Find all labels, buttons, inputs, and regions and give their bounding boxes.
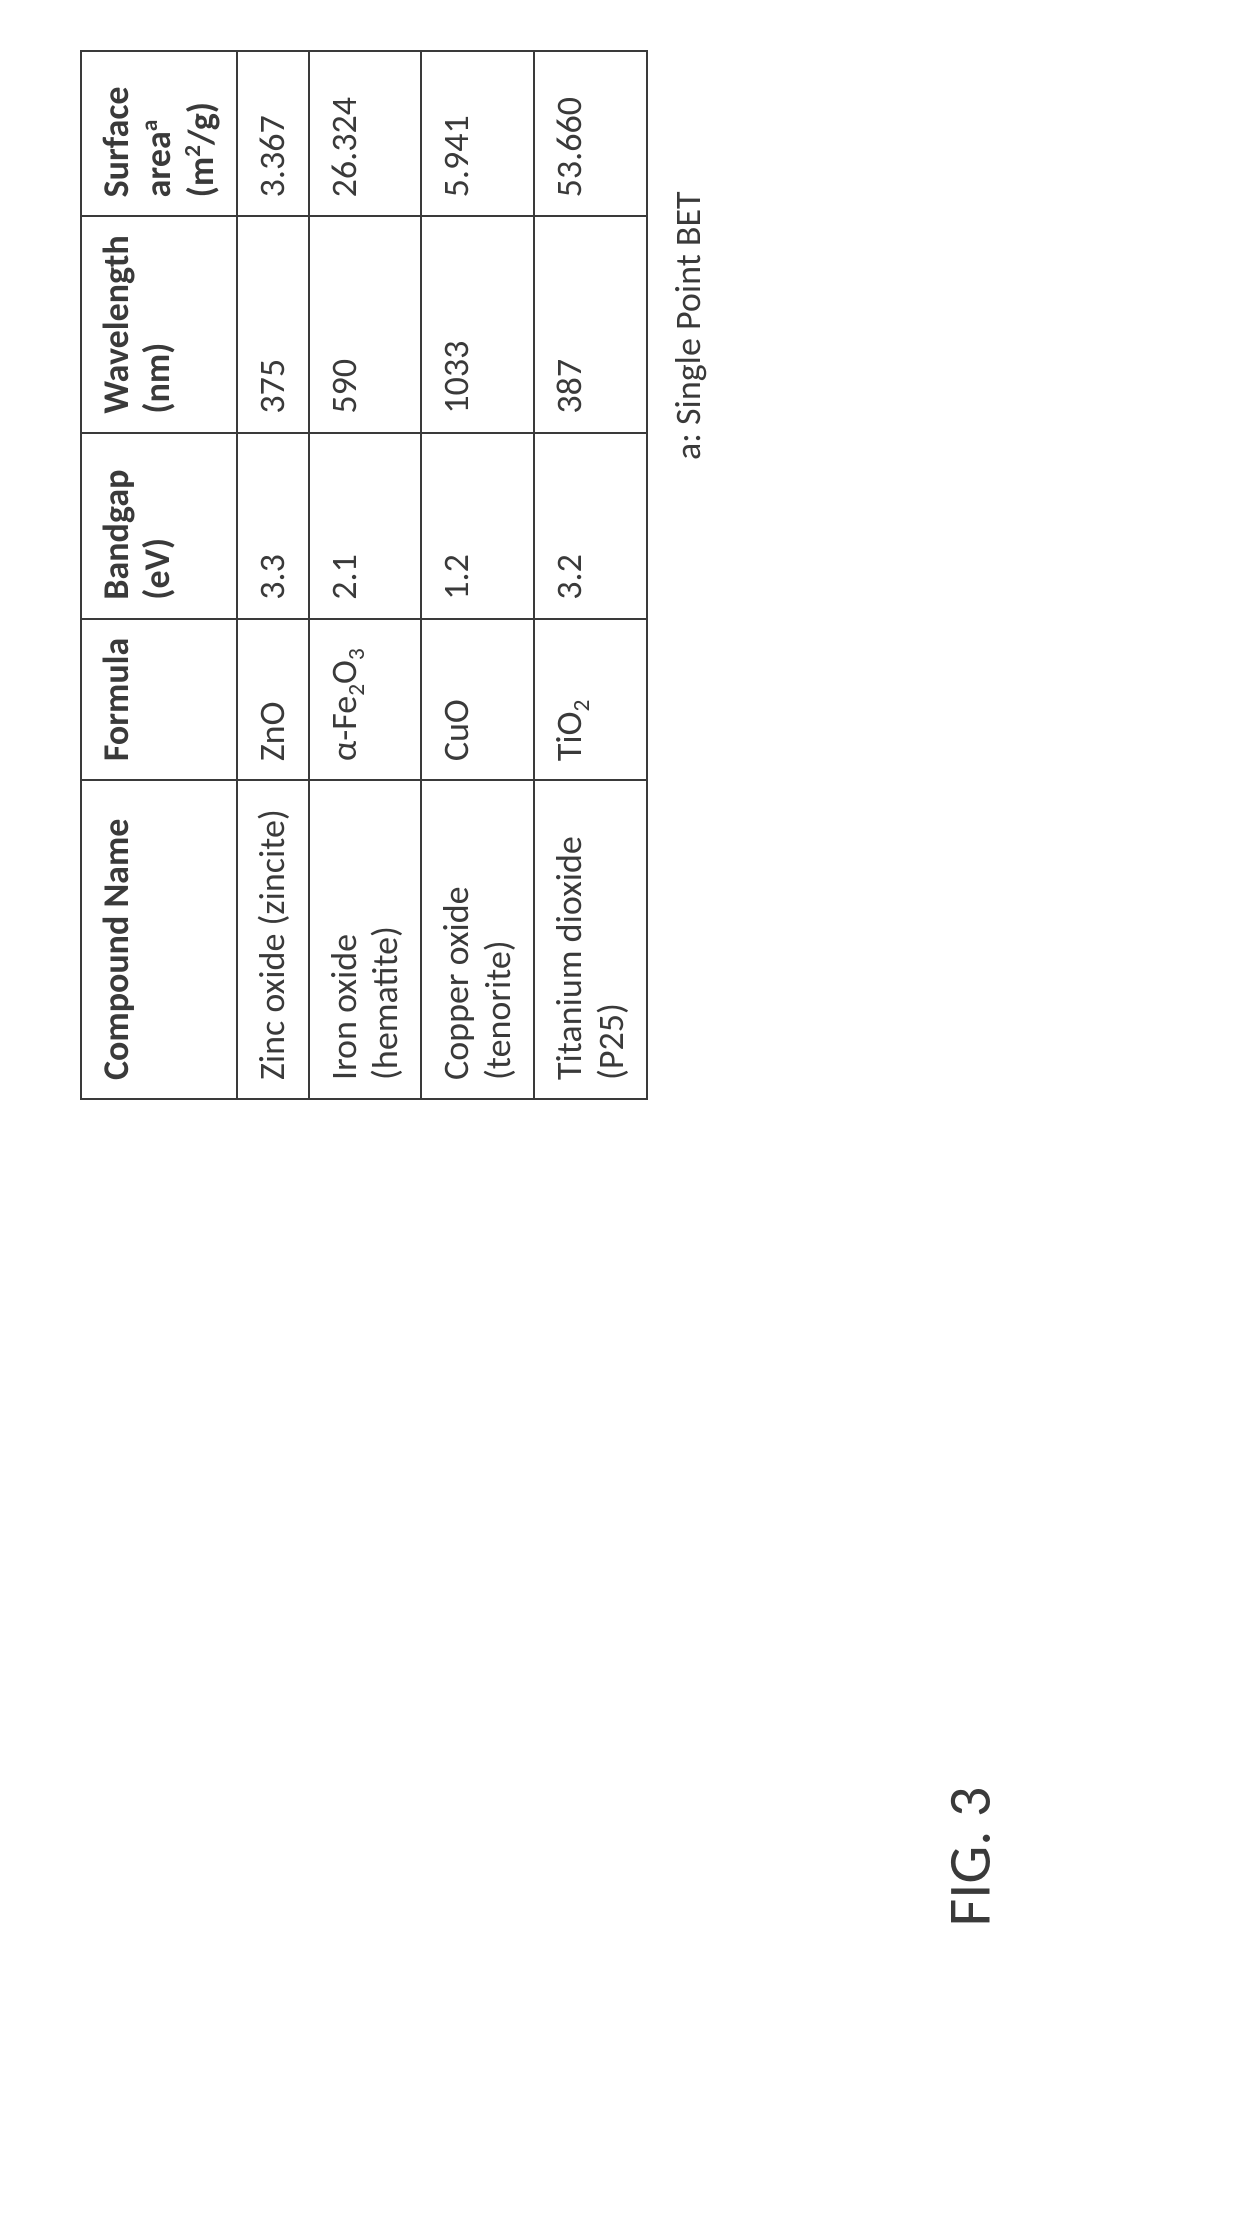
cell-formula: TiO2	[534, 619, 647, 780]
cell-wavelength: 590	[309, 216, 422, 432]
sa-unit-post: /g)	[179, 102, 223, 145]
cell-name: Zinc oxide (zincite)	[237, 780, 308, 1099]
table-row: Copper oxide (tenorite) CuO 1.2 1033 5.9…	[421, 51, 534, 1099]
header-row: Compound Name Formula Bandgap (eV) Wavel…	[81, 51, 237, 1099]
cell-name: Copper oxide (tenorite)	[421, 780, 534, 1099]
figure-label: FIG. 3	[933, 1787, 1006, 1927]
header-bandgap: Bandgap (eV)	[81, 433, 237, 619]
formula-prefix: α-Fe	[322, 696, 366, 761]
sa-label: Surface area	[94, 86, 180, 197]
table-container: Compound Name Formula Bandgap (eV) Wavel…	[80, 50, 710, 1100]
cell-name: Titanium dioxide (P25)	[534, 780, 647, 1099]
sa-sup: a	[136, 120, 164, 132]
header-formula: Formula	[81, 619, 237, 780]
cell-surface-area: 26.324	[309, 51, 422, 216]
header-surface-area: Surface areaa (m2/g)	[81, 51, 237, 216]
cell-formula: CuO	[421, 619, 534, 780]
sa-unit-pre: (m	[179, 157, 223, 198]
cell-surface-area: 5.941	[421, 51, 534, 216]
table-row: Titanium dioxide (P25) TiO2 3.2 387 53.6…	[534, 51, 647, 1099]
sa-unit-sup: 2	[179, 145, 207, 157]
cell-bandgap: 3.3	[237, 433, 308, 619]
table-row: Iron oxide (hematite) α-Fe2O3 2.1 590 26…	[309, 51, 422, 1099]
cell-name: Iron oxide (hematite)	[309, 780, 422, 1099]
cell-surface-area: 53.660	[534, 51, 647, 216]
table-row: Zinc oxide (zincite) ZnO 3.3 375 3.367	[237, 51, 308, 1099]
formula-sub1: 2	[568, 700, 596, 712]
cell-wavelength: 387	[534, 216, 647, 432]
formula-prefix: TiO	[547, 712, 591, 762]
formula-mid: O	[322, 660, 366, 684]
header-wavelength: Wavelength (nm)	[81, 216, 237, 432]
formula-sub2: 3	[343, 648, 371, 660]
cell-wavelength: 375	[237, 216, 308, 432]
header-compound: Compound Name	[81, 780, 237, 1099]
cell-bandgap: 1.2	[421, 433, 534, 619]
cell-surface-area: 3.367	[237, 51, 308, 216]
cell-formula: ZnO	[237, 619, 308, 780]
compound-table: Compound Name Formula Bandgap (eV) Wavel…	[80, 50, 648, 1100]
cell-wavelength: 1033	[421, 216, 534, 432]
cell-bandgap: 2.1	[309, 433, 422, 619]
formula-sub1: 2	[343, 684, 371, 696]
cell-bandgap: 3.2	[534, 433, 647, 619]
footnote: a: Single Point BET	[666, 50, 710, 460]
cell-formula: α-Fe2O3	[309, 619, 422, 780]
